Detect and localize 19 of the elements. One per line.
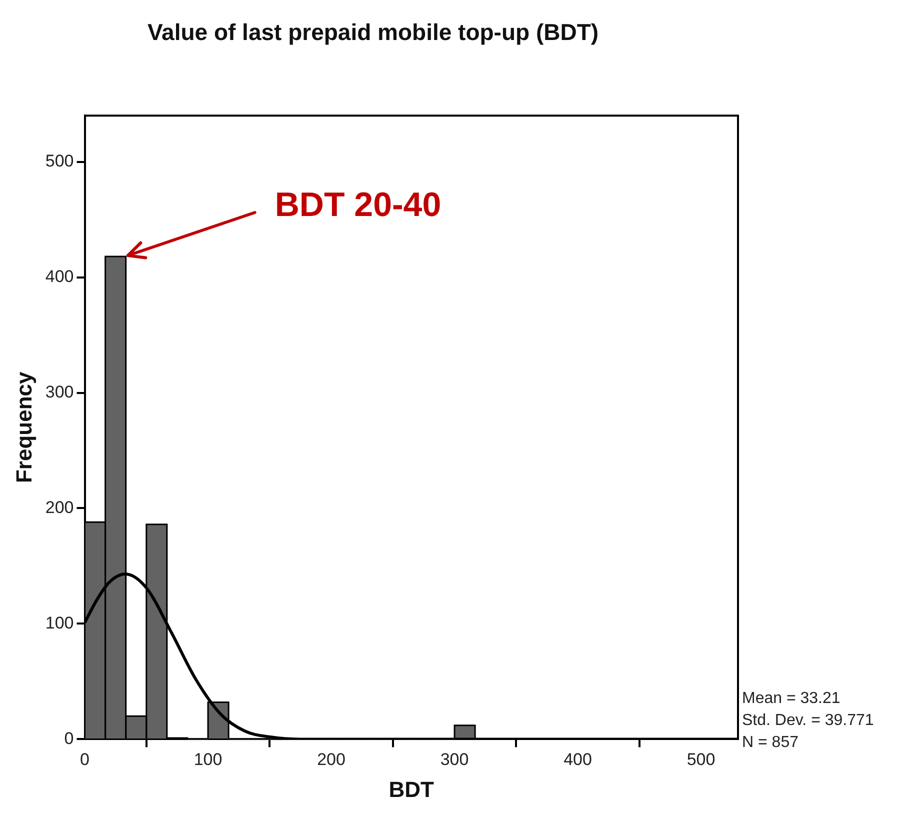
- x-axis-title: BDT: [388, 776, 435, 802]
- chart-title: Value of last prepaid mobile top-up (BDT): [147, 19, 599, 46]
- x-tick-label: 300: [440, 750, 469, 770]
- y-tick-label: 100: [45, 613, 74, 632]
- y-tick-label: 400: [45, 266, 74, 286]
- y-tick-label: 500: [45, 151, 74, 170]
- x-tick-label: 500: [686, 750, 716, 770]
- text: N = 857: [742, 734, 799, 752]
- y-axis-title: Frequency: [11, 371, 36, 484]
- y-tick-label: 300: [45, 382, 74, 402]
- y-tick-label: 0: [64, 728, 74, 748]
- x-tick-label: 200: [317, 750, 346, 770]
- text: Std. Dev. = 39.771: [742, 712, 874, 730]
- text: Mean = 33.21: [742, 690, 840, 708]
- annotation: BDT 20-40: [274, 186, 442, 224]
- x-tick-label: 100: [194, 750, 222, 770]
- x-tick-label: 0: [80, 750, 90, 770]
- x-tick-label: 400: [564, 750, 592, 770]
- y-tick-label: 200: [45, 498, 74, 517]
